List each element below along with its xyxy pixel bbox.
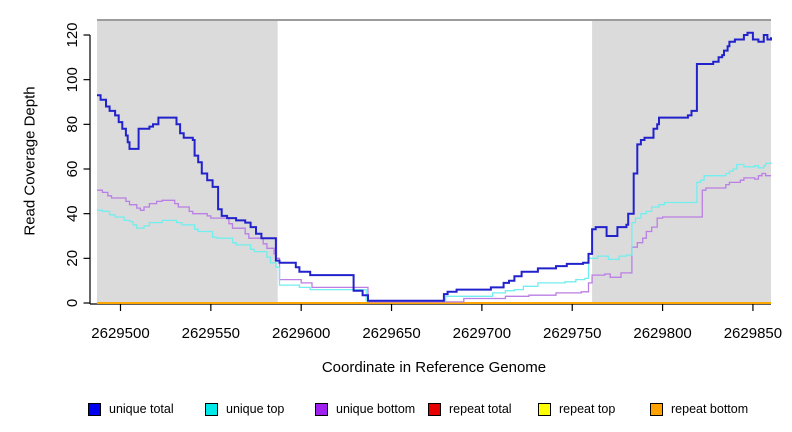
legend-item-repeat-top: repeat top xyxy=(538,401,615,417)
x-tick-label: 2629700 xyxy=(453,325,511,342)
shaded-region xyxy=(97,20,278,303)
series-line-unique-top xyxy=(97,162,772,302)
legend-swatch xyxy=(428,402,441,416)
y-tick-label: 40 xyxy=(64,205,81,222)
legend-item-repeat-bottom: repeat bottom xyxy=(650,401,748,417)
legend: unique total unique top unique bottom repea… xyxy=(0,401,792,419)
legend-item-unique-total: unique total xyxy=(88,401,174,417)
y-tick-label: 60 xyxy=(64,161,81,178)
series-line-unique-total xyxy=(97,31,772,302)
legend-swatch xyxy=(88,402,101,416)
legend-item-unique-top: unique top xyxy=(205,401,284,417)
x-tick-label: 2629850 xyxy=(724,325,782,342)
legend-item-unique-bottom: unique bottom xyxy=(315,401,415,417)
x-tick-label: 2629550 xyxy=(182,325,240,342)
x-tick-label: 2629650 xyxy=(362,325,420,342)
x-tick-label: 2629800 xyxy=(633,325,691,342)
y-tick-label: 20 xyxy=(64,250,81,267)
y-tick-label: 120 xyxy=(64,22,81,47)
x-tick-label: 2629750 xyxy=(543,325,601,342)
legend-item-repeat-total: repeat total xyxy=(428,401,512,417)
legend-label: unique top xyxy=(226,402,285,416)
x-tick-label: 2629500 xyxy=(91,325,149,342)
y-tick-label: 0 xyxy=(64,299,81,307)
x-tick-label: 2629600 xyxy=(272,325,330,342)
legend-label: unique bottom xyxy=(336,402,416,416)
legend-label: repeat bottom xyxy=(671,402,749,416)
y-tick-label: 80 xyxy=(64,116,81,133)
legend-label: repeat top xyxy=(559,402,616,416)
legend-swatch xyxy=(205,402,218,416)
legend-swatch xyxy=(538,402,551,416)
y-tick-label: 100 xyxy=(64,67,81,92)
legend-label: repeat total xyxy=(449,402,512,416)
legend-swatch xyxy=(315,402,328,416)
y-axis-title: Read Coverage Depth xyxy=(21,86,39,236)
legend-label: unique total xyxy=(109,402,174,416)
x-axis-title: Coordinate in Reference Genome xyxy=(321,359,547,376)
shaded-region xyxy=(592,20,771,303)
legend-swatch xyxy=(650,402,663,416)
